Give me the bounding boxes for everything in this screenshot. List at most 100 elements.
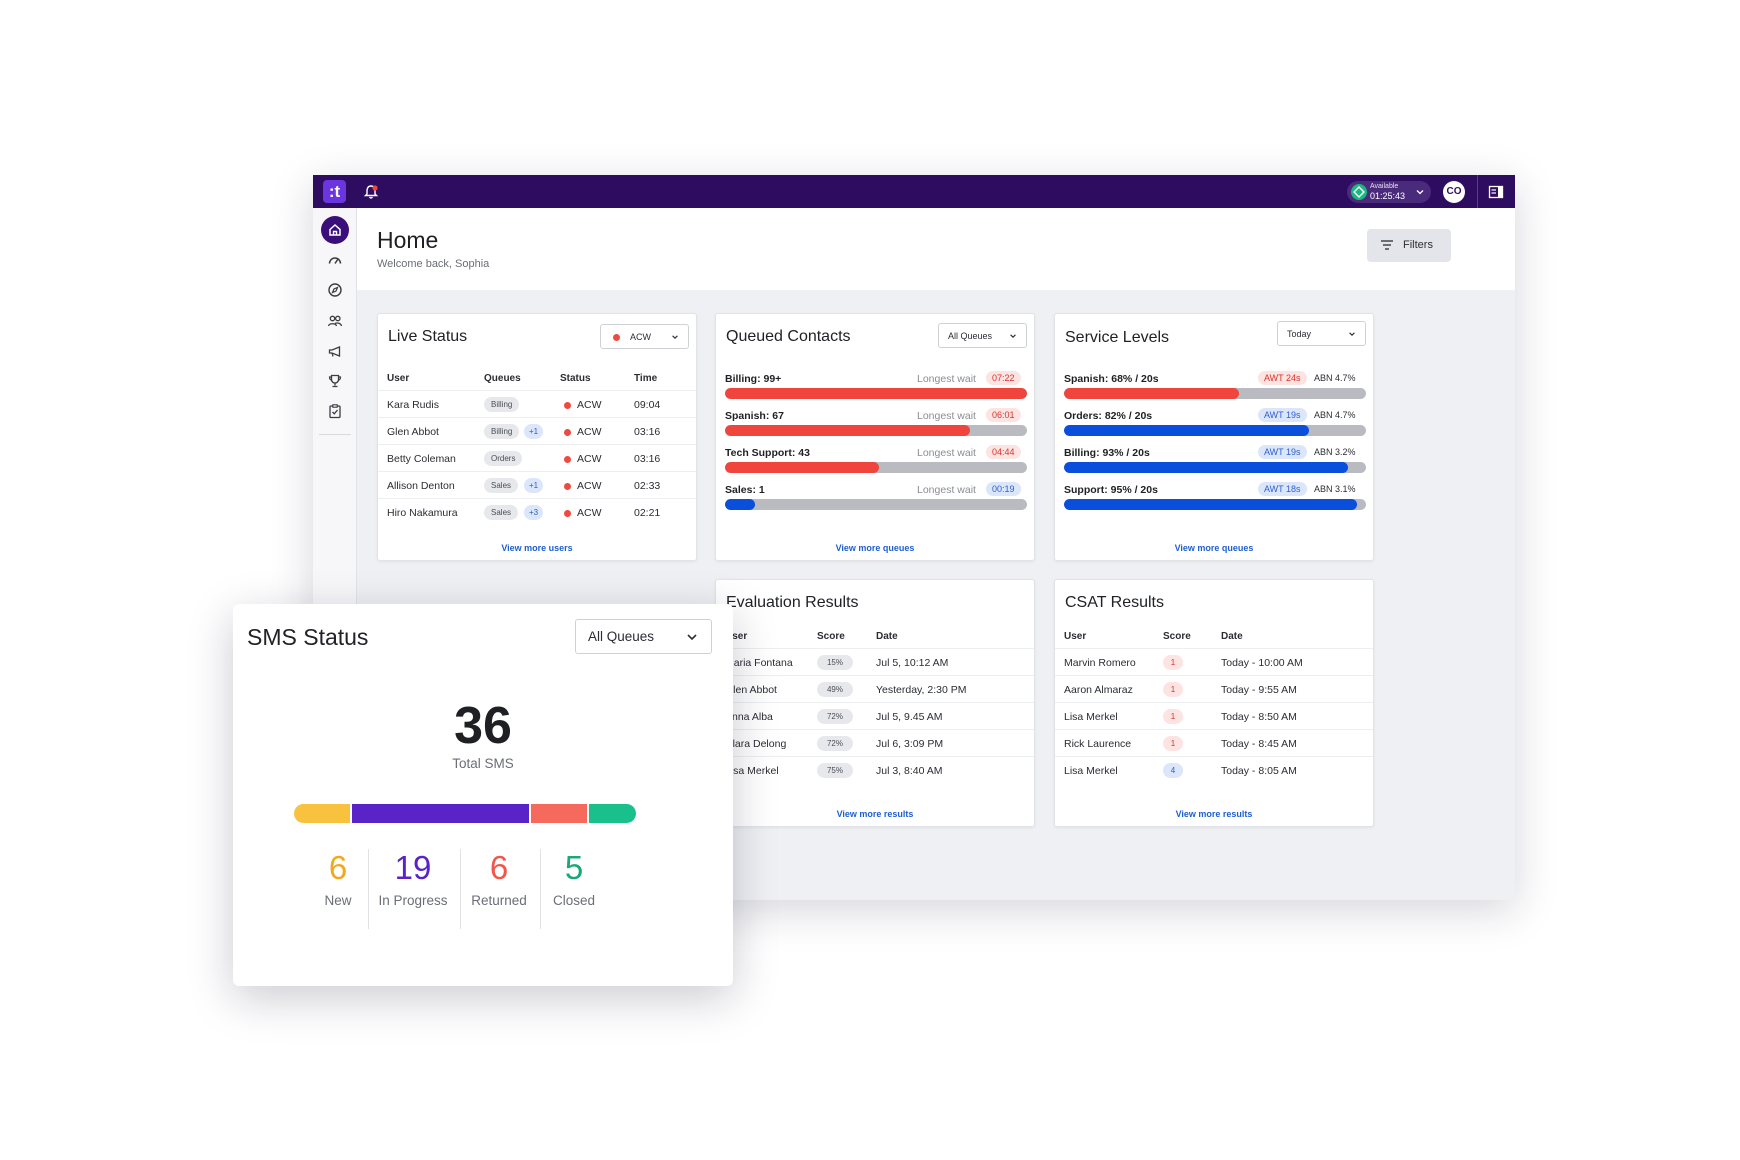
status-value: ACW — [577, 399, 602, 411]
sms-total-label: Total SMS — [452, 756, 514, 771]
status-time: 09:04 — [634, 399, 661, 411]
queued-contacts-title: Queued Contacts — [726, 328, 851, 345]
table-row[interactable]: Maria Fontana 15% Jul 5, 10:12 AM — [716, 648, 1034, 675]
app-window: :t Available 01:25:43 CO — [313, 175, 1515, 900]
user-name: Maria Fontana — [725, 657, 793, 669]
table-row[interactable]: Kara Rudis Billing ACW 09:04 — [378, 390, 696, 417]
nav-dashboards[interactable] — [321, 246, 349, 274]
status-value: ACW — [577, 453, 602, 465]
acw-status-dot — [613, 334, 620, 341]
abn-value: ABN 3.1% — [1314, 484, 1356, 494]
csat-date: Today - 10:00 AM — [1221, 657, 1303, 669]
user-name: Betty Coleman — [387, 453, 456, 465]
table-row[interactable]: Hiro Nakamura Sales +3 ACW 02:21 — [378, 498, 696, 525]
queued-contacts-card: Queued Contacts All Queues Billing: 99+ L… — [715, 313, 1035, 561]
table-row[interactable]: Clara Delong 72% Jul 6, 3:09 PM — [716, 729, 1034, 756]
user-name: Kara Rudis — [387, 399, 439, 411]
trophy-icon — [328, 374, 342, 388]
service-levels-filter-value: Today — [1287, 329, 1312, 339]
nav-evaluations[interactable] — [321, 397, 349, 425]
home-icon — [329, 223, 341, 236]
abn-value: ABN 4.7% — [1314, 410, 1356, 420]
service-level-fill — [1064, 388, 1239, 399]
status-value: ACW — [577, 426, 602, 438]
csat-results-title: CSAT Results — [1065, 594, 1164, 611]
table-row[interactable]: Betty Coleman Orders ACW 03:16 — [378, 444, 696, 471]
csat-score-chip: 1 — [1163, 682, 1183, 697]
extra-queues-chip[interactable]: +1 — [524, 478, 544, 493]
filters-button[interactable]: Filters — [1367, 229, 1451, 262]
table-row[interactable]: Allison Denton Sales +1 ACW 02:33 — [378, 471, 696, 498]
table-row[interactable]: Lisa Merkel 1 Today - 8:50 AM — [1055, 702, 1373, 729]
score-chip: 15% — [817, 655, 853, 670]
nav-campaigns[interactable] — [321, 337, 349, 365]
nav-divider — [319, 434, 351, 435]
user-name: Glen Abbot — [725, 684, 777, 696]
app-logo[interactable]: :t — [323, 180, 346, 203]
nav-achievements[interactable] — [321, 367, 349, 395]
sms-queue-filter-dropdown[interactable]: All Queues — [575, 619, 712, 654]
sms-stat-value: 6 — [489, 849, 509, 886]
sms-status-card: SMS Status All Queues 36 Total SMS 6 New 1… — [233, 604, 733, 986]
longest-wait-label: Longest wait — [917, 410, 976, 422]
nav-home[interactable] — [321, 216, 349, 244]
live-status-filter-dropdown[interactable]: ACW — [600, 324, 689, 349]
nav-teams[interactable] — [321, 307, 349, 335]
column-header-score: Score — [1163, 631, 1191, 642]
table-row[interactable]: Lisa Merkel 4 Today - 8:05 AM — [1055, 756, 1373, 783]
sms-stat-divider — [460, 849, 461, 929]
live-status-card: Live Status ACW User Queues Status Time … — [377, 313, 697, 561]
service-level-label: Orders: 82% / 20s — [1064, 410, 1153, 422]
sms-segment — [531, 804, 587, 823]
table-row[interactable]: Lisa Merkel 75% Jul 3, 8:40 AM — [716, 756, 1034, 783]
side-panel-icon[interactable] — [1488, 184, 1504, 200]
service-level-fill — [1064, 462, 1348, 473]
page-title: Home — [377, 227, 439, 253]
queue-chip: Sales — [484, 478, 519, 493]
status-value: ACW — [577, 480, 602, 492]
notification-bell-icon[interactable] — [362, 183, 380, 201]
service-level-track — [1064, 462, 1366, 473]
extra-queues-chip[interactable]: +3 — [524, 505, 544, 520]
view-more-queues-link-2[interactable]: View more queues — [1174, 543, 1254, 553]
table-row[interactable]: Anna Alba 72% Jul 5, 9.45 AM — [716, 702, 1034, 729]
sms-stat-label: In Progress — [378, 893, 448, 908]
nav-explore[interactable] — [321, 276, 349, 304]
queued-contacts-filter-dropdown[interactable]: All Queues — [938, 323, 1027, 348]
user-avatar[interactable]: CO — [1443, 181, 1465, 203]
queue-bar-track — [725, 425, 1027, 436]
view-more-results-link-2[interactable]: View more results — [1175, 809, 1253, 819]
column-header-score: Score — [817, 631, 845, 642]
service-level-track — [1064, 388, 1366, 399]
table-row[interactable]: Glen Abbot 49% Yesterday, 2:30 PM — [716, 675, 1034, 702]
awt-badge: AWT 19s — [1258, 408, 1307, 422]
queue-chip: Billing — [484, 397, 520, 412]
chevron-down-icon — [687, 634, 697, 641]
user-name: Rick Laurence — [1064, 738, 1132, 750]
column-header-user: User — [725, 631, 748, 642]
column-header-user: User — [1064, 631, 1087, 642]
view-more-users-link[interactable]: View more users — [501, 543, 573, 553]
extra-queues-chip[interactable]: +1 — [524, 424, 544, 439]
abn-value: ABN 3.2% — [1314, 447, 1356, 457]
view-more-results-link[interactable]: View more results — [836, 809, 914, 819]
table-row[interactable]: Rick Laurence 1 Today - 8:45 AM — [1055, 729, 1373, 756]
sms-stat-value: 5 — [564, 849, 584, 886]
csat-date: Today - 9:55 AM — [1221, 684, 1297, 696]
status-time: 03:16 — [634, 453, 661, 465]
agent-status-dropdown[interactable]: Available 01:25:43 — [1347, 181, 1431, 203]
service-levels-card: Service Levels Today Spanish: 68% / 20s A… — [1054, 313, 1374, 561]
table-row[interactable]: Marvin Romero 1 Today - 10:00 AM — [1055, 648, 1373, 675]
service-level-fill — [1064, 425, 1309, 436]
service-levels-filter-dropdown[interactable]: Today — [1277, 321, 1366, 346]
service-level-track — [1064, 499, 1366, 510]
column-header-time: Time — [634, 373, 658, 384]
status-dot — [564, 510, 571, 517]
table-row[interactable]: Glen Abbot Billing +1 ACW 03:16 — [378, 417, 696, 444]
user-name: Lisa Merkel — [1064, 765, 1118, 777]
view-more-queues-link[interactable]: View more queues — [835, 543, 915, 553]
queue-bar-fill — [725, 388, 1027, 399]
table-row[interactable]: Aaron Almaraz 1 Today - 9:55 AM — [1055, 675, 1373, 702]
compass-icon — [328, 283, 342, 297]
queue-chip: Billing — [484, 424, 520, 439]
